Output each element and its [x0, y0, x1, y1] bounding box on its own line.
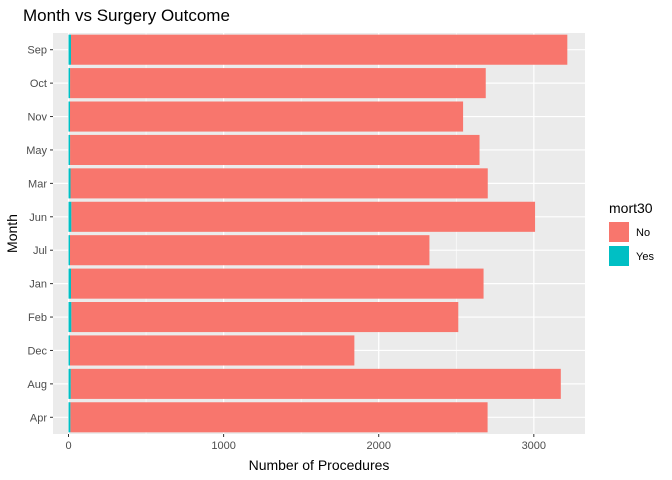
legend-title: mort30	[609, 200, 653, 216]
bar-no-jan	[70, 268, 484, 299]
x-tick-label-2000: 2000	[366, 440, 390, 452]
y-tick-label-mar: Mar	[28, 178, 47, 190]
bar-yes-may	[68, 134, 71, 165]
bar-yes-jun	[68, 201, 72, 232]
legend-label-no: No	[636, 227, 650, 239]
bar-no-dec	[68, 335, 355, 366]
bar-no-oct	[70, 68, 486, 99]
x-axis-ticks: 0 1000 2000 3000	[65, 434, 546, 452]
y-tick-label-jan: Jan	[29, 279, 47, 291]
legend-label-yes: Yes	[636, 251, 654, 263]
bar-yes-feb	[68, 302, 72, 333]
y-tick-label-jul: Jul	[33, 245, 47, 257]
legend-key-no	[609, 222, 629, 242]
bar-no-jun	[71, 201, 536, 232]
y-tick-label-may: May	[26, 145, 47, 157]
bar-yes-apr	[68, 402, 71, 433]
bar-yes-sep	[68, 34, 71, 65]
bar-yes-oct	[68, 68, 71, 99]
bar-yes-nov	[68, 101, 71, 132]
bar-no-feb	[71, 302, 459, 333]
x-tick-label-3000: 3000	[522, 440, 546, 452]
legend-key-yes	[609, 246, 629, 266]
bar-yes-jul	[68, 235, 71, 266]
y-tick-label-jun: Jun	[29, 212, 47, 224]
bar-no-apr	[70, 402, 488, 433]
y-axis-title: Month	[4, 214, 20, 253]
legend: mort30 No Yes	[609, 200, 654, 266]
bar-yes-mar	[68, 168, 71, 199]
y-tick-label-dec: Dec	[27, 345, 47, 357]
chart-title: Month vs Surgery Outcome	[23, 6, 230, 25]
x-axis-title: Number of Procedures	[249, 457, 390, 473]
bar-no-may	[70, 134, 480, 165]
x-tick-label-1000: 1000	[211, 440, 235, 452]
y-tick-label-sep: Sep	[27, 45, 47, 57]
y-tick-label-nov: Nov	[27, 112, 47, 124]
y-tick-label-feb: Feb	[28, 312, 47, 324]
bar-yes-aug	[68, 368, 71, 399]
y-tick-label-aug: Aug	[27, 379, 47, 391]
x-tick-label-0: 0	[65, 440, 71, 452]
y-axis-ticks: Apr Aug Dec Feb Jan Jul Jun Mar May Nov Oct Sep	[26, 45, 53, 424]
bar-no-sep	[70, 34, 568, 65]
bars	[68, 34, 568, 433]
bar-no-aug	[70, 368, 561, 399]
y-tick-label-oct: Oct	[30, 78, 47, 90]
bar-yes-jan	[68, 268, 71, 299]
bar-no-jul	[69, 235, 430, 266]
bar-no-nov	[69, 101, 464, 132]
bar-no-mar	[70, 168, 488, 199]
plot-panel	[53, 33, 585, 434]
y-tick-label-apr: Apr	[30, 412, 47, 424]
bar-yes-dec	[68, 335, 71, 366]
